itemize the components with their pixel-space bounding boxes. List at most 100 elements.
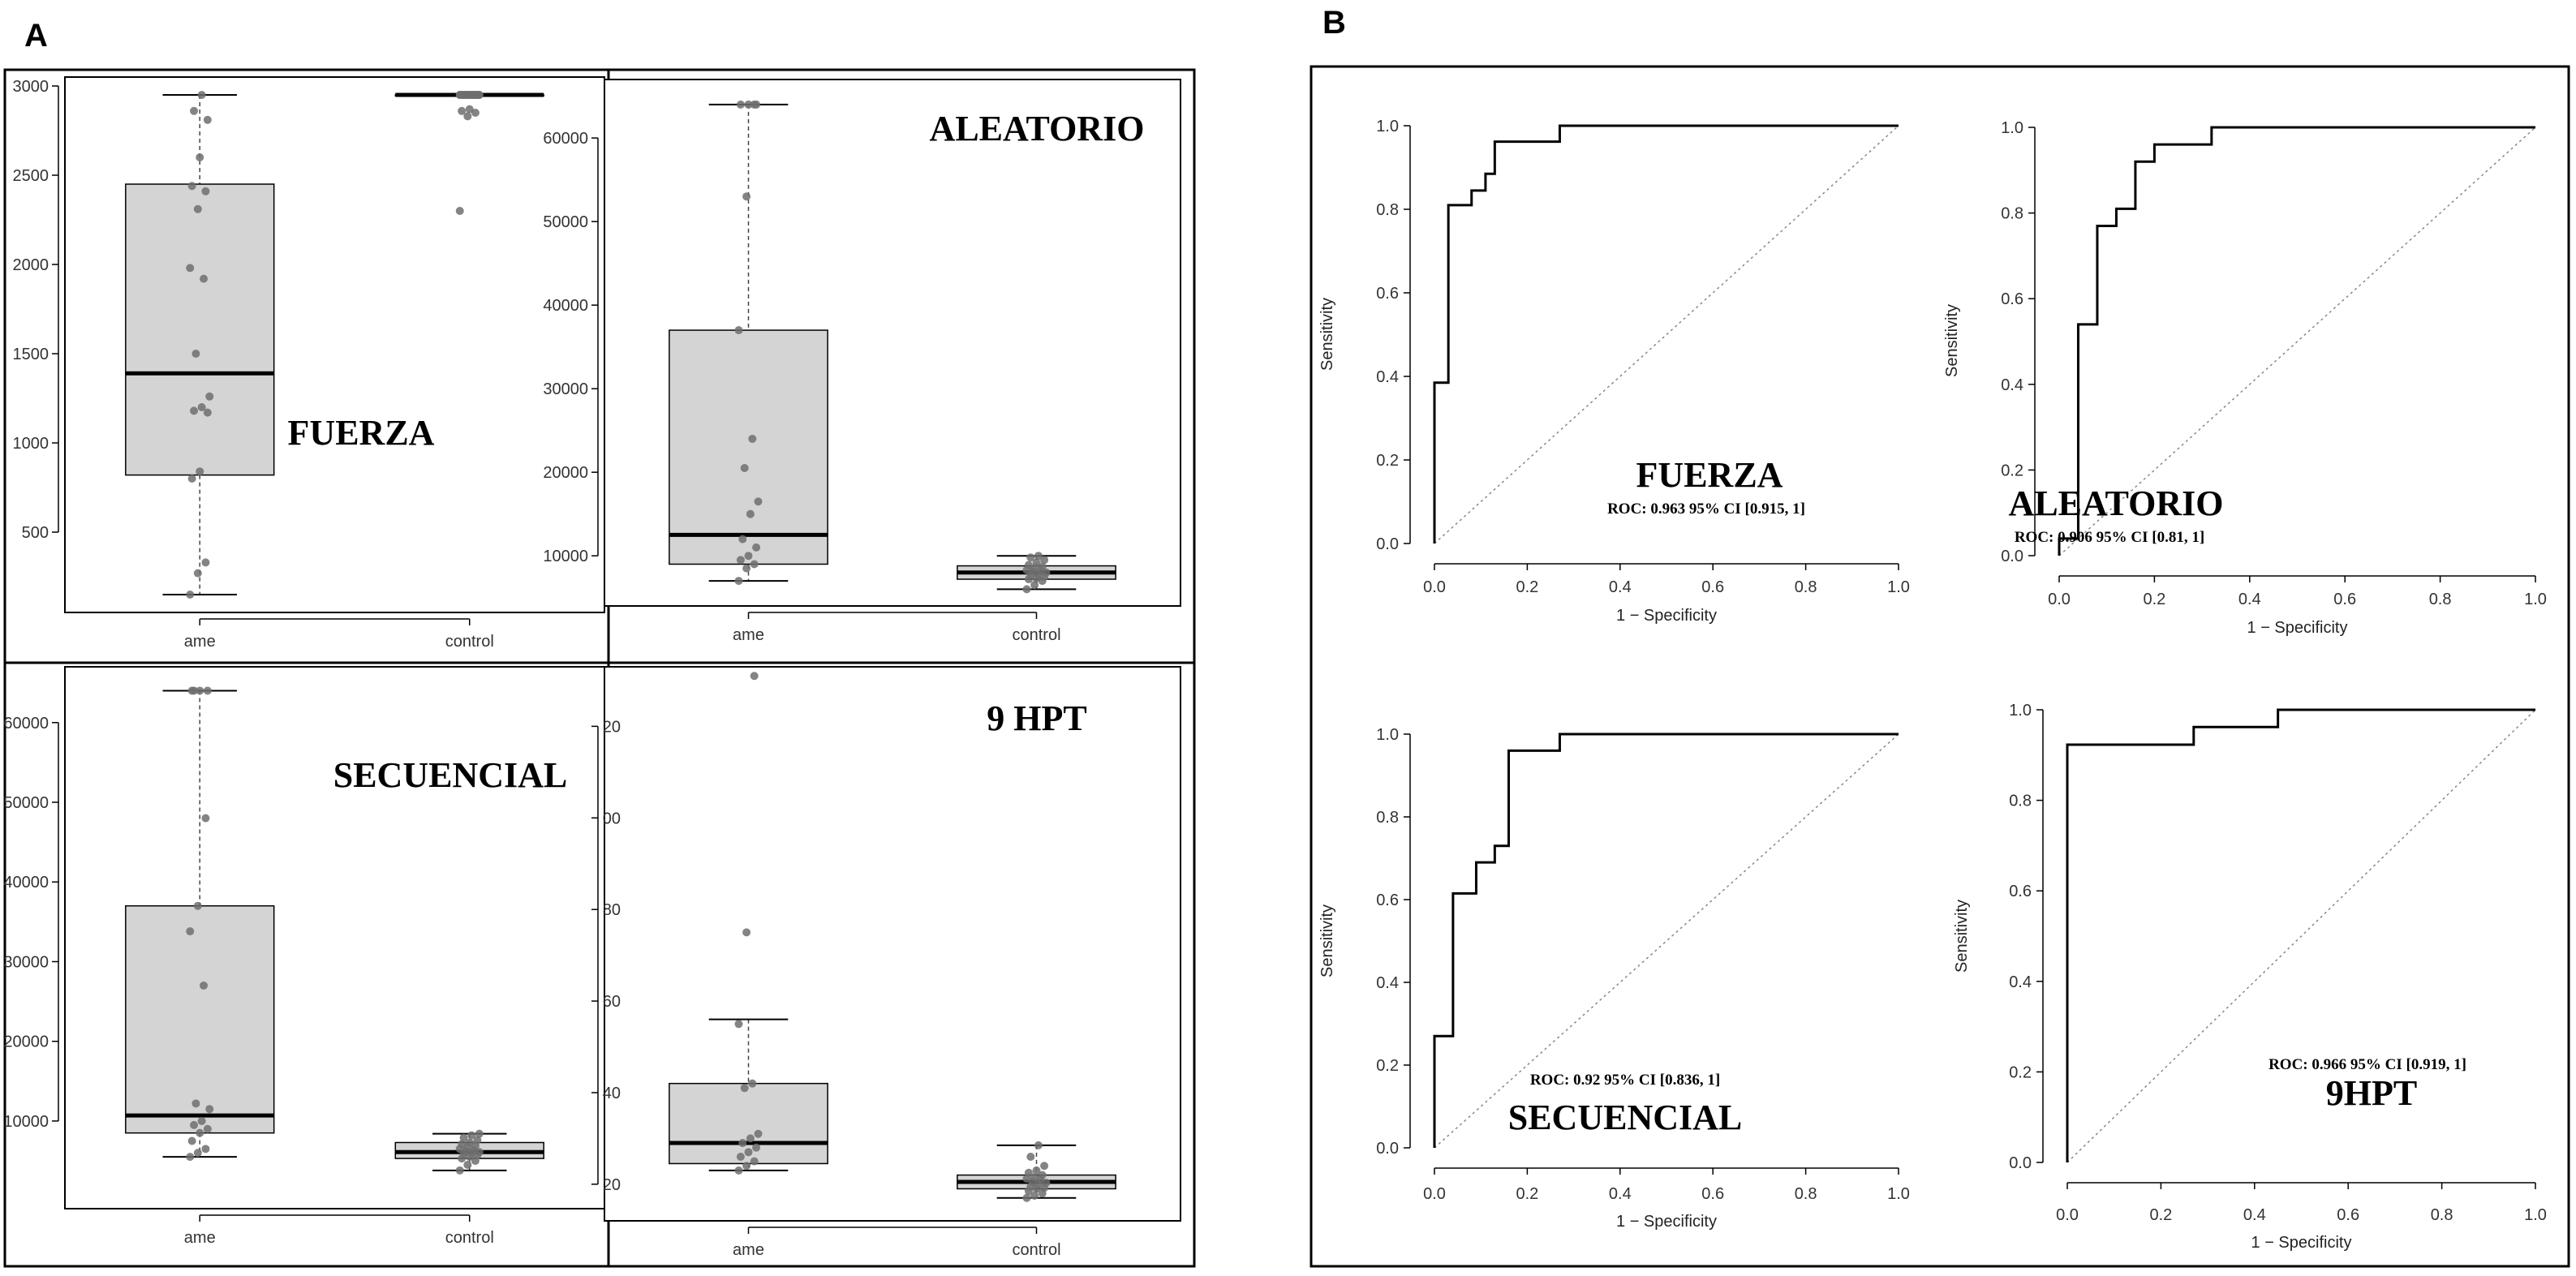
data-point bbox=[186, 264, 195, 273]
x-tick-label: 0.4 bbox=[2238, 591, 2261, 608]
y-tick-label: 20 bbox=[603, 1176, 621, 1194]
data-point bbox=[196, 467, 204, 476]
data-point bbox=[746, 509, 755, 518]
data-point bbox=[752, 1143, 761, 1152]
x-tick-label: 0.8 bbox=[1795, 1185, 1817, 1203]
y-axis-label: Sensitivity bbox=[1943, 304, 1961, 377]
roc-auc-label: ROC: 0.906 95% CI [0.81, 1] bbox=[2015, 529, 2204, 546]
y-tick-label: 20000 bbox=[543, 464, 588, 482]
y-tick-label: 500 bbox=[22, 524, 49, 542]
x-tick-label: 0.0 bbox=[1423, 578, 1446, 596]
data-point bbox=[203, 408, 212, 417]
chance-diagonal bbox=[1434, 733, 1899, 1149]
roc-curve bbox=[1433, 124, 1899, 543]
x-tick-label: 0.8 bbox=[1795, 578, 1817, 596]
data-point bbox=[190, 686, 199, 695]
y-tick-label: 0.0 bbox=[1376, 1140, 1399, 1158]
data-point bbox=[752, 543, 761, 552]
data-point bbox=[458, 106, 467, 115]
y-tick-label: 0.4 bbox=[2001, 376, 2023, 394]
y-tick-label: 0.8 bbox=[2009, 793, 2032, 810]
data-point bbox=[203, 686, 212, 695]
box-ame bbox=[125, 904, 275, 1134]
y-tick-label: 0.6 bbox=[1376, 891, 1399, 909]
data-point bbox=[1032, 558, 1041, 567]
x-tick-label: control bbox=[445, 633, 494, 651]
data-point bbox=[1038, 1171, 1047, 1179]
x-axis-label: 1 − Specificity bbox=[2247, 619, 2348, 637]
data-point bbox=[196, 153, 204, 161]
data-point bbox=[744, 1148, 753, 1157]
y-tick-label: 0.2 bbox=[1376, 1057, 1399, 1075]
roc-curve bbox=[2058, 126, 2535, 556]
data-point bbox=[186, 1153, 195, 1162]
data-point bbox=[740, 1084, 749, 1093]
data-point bbox=[471, 109, 480, 117]
x-tick-label: 0.2 bbox=[1516, 578, 1538, 596]
y-tick-label: 30000 bbox=[543, 380, 588, 398]
data-point bbox=[1026, 1152, 1035, 1161]
y-tick-label: 0.0 bbox=[2009, 1154, 2032, 1172]
roc-title: FUERZA bbox=[1636, 455, 1783, 495]
panel-label-b: B bbox=[1322, 5, 1346, 41]
data-point bbox=[750, 672, 759, 681]
data-point bbox=[200, 981, 209, 990]
chance-diagonal bbox=[2066, 709, 2536, 1163]
data-point bbox=[203, 115, 212, 124]
data-point bbox=[458, 1140, 467, 1149]
y-tick-label: 0.2 bbox=[2001, 462, 2023, 479]
y-axis-label: Sensitivity bbox=[1318, 904, 1336, 977]
data-point bbox=[201, 187, 210, 195]
data-point bbox=[193, 204, 202, 213]
box-ame bbox=[125, 183, 275, 476]
y-tick-label: 40 bbox=[603, 1085, 621, 1102]
x-tick-label: ame bbox=[733, 626, 764, 644]
x-axis-label: 1 − Specificity bbox=[1616, 1213, 1717, 1231]
data-point bbox=[738, 1139, 747, 1148]
roc-curve bbox=[2066, 708, 2535, 1162]
data-point bbox=[742, 928, 751, 937]
roc-auc-label: ROC: 0.966 95% CI [0.919, 1] bbox=[2269, 1056, 2466, 1073]
x-tick-label: 0.6 bbox=[1701, 1185, 1724, 1203]
x-tick-label: ame bbox=[184, 633, 216, 651]
roc-curve bbox=[1433, 733, 1899, 1148]
x-tick-label: 0.8 bbox=[2431, 1206, 2453, 1224]
chance-diagonal bbox=[2058, 127, 2536, 556]
boxplot-9-hpt: 20 40 60 80 00 20 ame control 9 HPT bbox=[591, 666, 1181, 1259]
roc-auc-label: ROC: 0.963 95% CI [0.915, 1] bbox=[1607, 501, 1805, 518]
y-axis-label: Sensitivity bbox=[1318, 298, 1336, 371]
boxplot-title: FUERZA bbox=[288, 413, 435, 453]
boxplot-title: ALEATORIO bbox=[930, 109, 1145, 148]
y-tick-label: 60 bbox=[603, 993, 621, 1011]
data-point bbox=[754, 497, 763, 506]
data-point bbox=[744, 552, 753, 561]
data-point bbox=[201, 1145, 210, 1154]
data-point bbox=[1034, 1141, 1043, 1149]
y-tick-label: 10000 bbox=[3, 1113, 49, 1131]
x-tick-label: 0.0 bbox=[2056, 1206, 2079, 1224]
panel-label-a: A bbox=[24, 18, 48, 54]
data-point bbox=[197, 403, 206, 411]
data-point bbox=[738, 535, 747, 543]
y-tick-label: 0.2 bbox=[1376, 452, 1399, 470]
y-tick-label: 0.2 bbox=[2009, 1063, 2032, 1081]
y-tick-label: 80 bbox=[603, 901, 621, 919]
data-point bbox=[205, 1105, 214, 1114]
roc-aleatorio: 0.0 0.0 0.2 0.2 0.4 0.4 0.6 0.6 0.8 0.8 1.0 1.0 1 − … bbox=[1943, 119, 2547, 637]
x-tick-label: 0.2 bbox=[1516, 1185, 1538, 1203]
data-point bbox=[455, 1166, 464, 1175]
boxplot-aleatorio: 10000 20000 30000 40000 50000 60000 ame control… bbox=[543, 79, 1181, 644]
data-point bbox=[196, 686, 204, 695]
data-point bbox=[734, 1020, 743, 1029]
data-point bbox=[203, 1124, 212, 1133]
y-tick-label: 1.0 bbox=[1376, 726, 1399, 744]
roc-title: SECUENCIAL bbox=[1508, 1098, 1743, 1137]
data-point bbox=[1022, 585, 1031, 594]
x-tick-label: 0.2 bbox=[2149, 1206, 2172, 1224]
x-tick-label: 0.6 bbox=[2337, 1206, 2359, 1224]
x-tick-label: 0.2 bbox=[2143, 591, 2165, 608]
data-point bbox=[748, 1079, 757, 1088]
data-point bbox=[193, 901, 202, 910]
data-point bbox=[187, 475, 196, 483]
